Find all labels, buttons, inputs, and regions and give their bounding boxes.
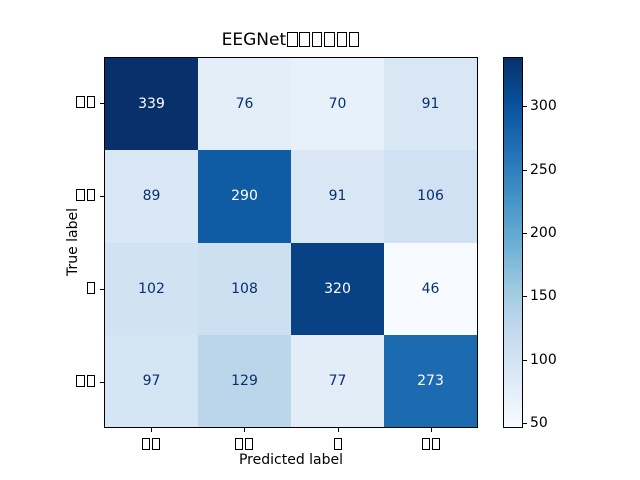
missing-glyph-box bbox=[431, 438, 441, 451]
missing-glyph-box bbox=[86, 282, 96, 295]
heatmap-cell: 290 bbox=[198, 150, 291, 243]
y-axis-label: True label bbox=[65, 207, 81, 277]
heatmap-cell: 91 bbox=[384, 58, 477, 151]
heatmap-cell: 76 bbox=[198, 58, 291, 151]
missing-glyph-box bbox=[287, 32, 298, 47]
heatmap-cell: 70 bbox=[291, 58, 384, 151]
missing-glyph-box bbox=[336, 32, 348, 47]
colorbar-tick-label: 100 bbox=[530, 352, 557, 368]
heatmap-cell: 273 bbox=[384, 334, 477, 427]
heatmap-cell: 339 bbox=[105, 58, 198, 151]
y-tick-label bbox=[0, 94, 96, 112]
missing-glyph-box bbox=[299, 32, 310, 47]
missing-glyph-box bbox=[76, 189, 86, 202]
missing-glyph-box bbox=[151, 438, 161, 451]
heatmap-cell: 129 bbox=[198, 334, 291, 427]
x-tick-label bbox=[298, 436, 378, 454]
x-tick-label bbox=[111, 436, 191, 454]
missing-glyph-box bbox=[421, 438, 431, 451]
colorbar-tick-mark bbox=[523, 170, 527, 171]
heatmap-cell: 97 bbox=[105, 334, 198, 427]
missing-glyph-box bbox=[324, 32, 335, 47]
missing-glyph-box bbox=[311, 32, 323, 47]
missing-glyph-box bbox=[141, 438, 151, 451]
missing-glyph-box bbox=[234, 438, 244, 451]
y-tick-mark bbox=[100, 103, 104, 104]
x-axis-label: Predicted label bbox=[238, 452, 344, 468]
x-tick-mark bbox=[244, 428, 245, 432]
x-tick-label bbox=[204, 436, 284, 454]
colorbar bbox=[503, 57, 523, 428]
missing-glyph-box bbox=[333, 438, 343, 451]
heatmap-cell: 77 bbox=[291, 334, 384, 427]
chart-title: EEGNet bbox=[104, 31, 478, 50]
x-tick-mark bbox=[431, 428, 432, 432]
heatmap-cell: 320 bbox=[291, 242, 384, 335]
x-tick-mark bbox=[338, 428, 339, 432]
y-tick-label bbox=[0, 280, 96, 298]
y-tick-label bbox=[0, 187, 96, 205]
y-tick-mark bbox=[100, 382, 104, 383]
heatmap-cell: 106 bbox=[384, 150, 477, 243]
x-tick-label bbox=[391, 436, 471, 454]
heatmap-cell: 108 bbox=[198, 242, 291, 335]
heatmap-cell: 102 bbox=[105, 242, 198, 335]
x-tick-mark bbox=[151, 428, 152, 432]
colorbar-tick-label: 300 bbox=[530, 98, 557, 114]
colorbar-tick-label: 50 bbox=[530, 415, 548, 431]
y-tick-mark bbox=[100, 289, 104, 290]
colorbar-tick-mark bbox=[523, 106, 527, 107]
colorbar-tick-label: 200 bbox=[530, 225, 557, 241]
missing-glyph-box bbox=[86, 96, 96, 109]
heatmap-cell: 91 bbox=[291, 150, 384, 243]
y-tick-mark bbox=[100, 196, 104, 197]
missing-glyph-box bbox=[86, 189, 96, 202]
missing-glyph-box bbox=[348, 32, 360, 47]
y-tick-label bbox=[0, 373, 96, 391]
missing-glyph-box bbox=[76, 96, 86, 109]
heatmap-axes: 339 76 70 91 89 290 91 106 102 108 320 46 97 129 77 273 bbox=[104, 57, 478, 428]
colorbar-tick-mark bbox=[523, 296, 527, 297]
colorbar-tick-label: 150 bbox=[530, 288, 557, 304]
missing-glyph-box bbox=[244, 438, 254, 451]
missing-glyph-box bbox=[86, 375, 96, 388]
heatmap-cell: 89 bbox=[105, 150, 198, 243]
missing-glyph-box bbox=[76, 375, 86, 388]
colorbar-tick-mark bbox=[523, 360, 527, 361]
heatmap-cell: 46 bbox=[384, 242, 477, 335]
colorbar-tick-mark bbox=[523, 423, 527, 424]
colorbar-tick-mark bbox=[523, 233, 527, 234]
colorbar-tick-label: 250 bbox=[530, 162, 557, 178]
